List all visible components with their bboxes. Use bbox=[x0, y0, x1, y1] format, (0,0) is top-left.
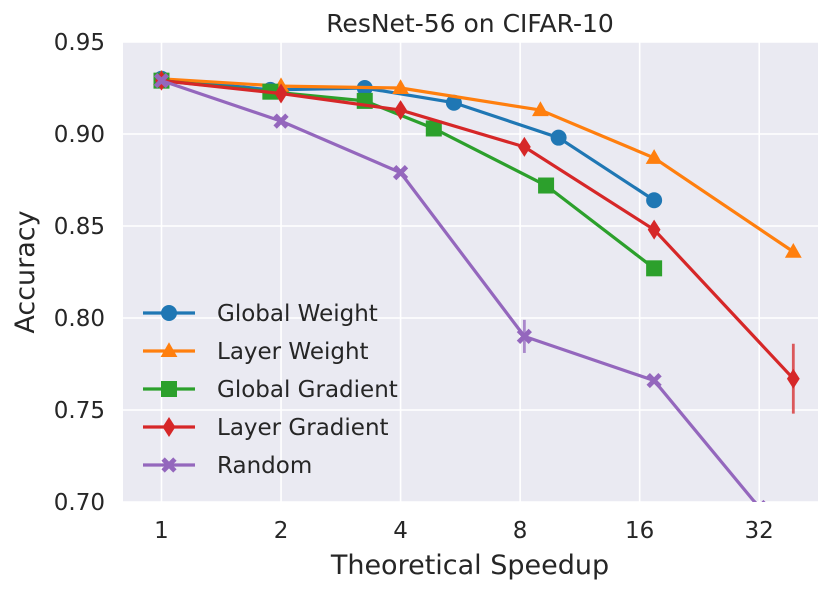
y-axis-title: Accuracy bbox=[10, 210, 41, 333]
global-weight-point bbox=[646, 192, 663, 209]
layer-weight-line bbox=[161, 77, 795, 254]
global-weight-line bbox=[161, 77, 656, 202]
layer-gradient-point bbox=[517, 136, 531, 157]
random-point bbox=[153, 73, 170, 89]
layer-weight-point bbox=[532, 101, 549, 117]
legend-label: Random bbox=[217, 453, 312, 479]
series-layer-weight bbox=[153, 70, 802, 258]
legend-item-global-gradient: Global Gradient bbox=[143, 377, 398, 403]
random-point bbox=[273, 113, 289, 129]
layer-weight-point bbox=[784, 242, 802, 258]
legend-marker bbox=[161, 381, 177, 397]
global-gradient-point bbox=[425, 120, 442, 137]
x-tick-label: 2 bbox=[274, 518, 289, 544]
layer-gradient-point bbox=[394, 100, 407, 121]
layer-gradient-point bbox=[786, 368, 800, 389]
layer-weight-point bbox=[645, 149, 663, 164]
legend-item-global-weight: Global Weight bbox=[143, 301, 378, 327]
legend-marker bbox=[161, 305, 177, 321]
layer-weight-point bbox=[392, 79, 409, 94]
legend-marker bbox=[162, 417, 176, 437]
series-random bbox=[153, 73, 766, 502]
y-tick-label: 0.85 bbox=[54, 214, 105, 240]
x-tick-label: 32 bbox=[745, 518, 774, 544]
legend-label: Global Gradient bbox=[217, 377, 398, 403]
random-point bbox=[392, 165, 409, 181]
series-layer-gradient bbox=[155, 70, 800, 414]
layer-gradient-point bbox=[274, 83, 288, 104]
legend-item-random: Random bbox=[143, 453, 312, 479]
x-tick-label: 1 bbox=[154, 518, 169, 544]
series-layer bbox=[153, 70, 802, 502]
legend-marker bbox=[160, 342, 178, 357]
x-axis-title: Theoretical Speedup bbox=[330, 550, 609, 581]
chart-title: ResNet-56 on CIFAR-10 bbox=[326, 9, 614, 38]
layer-gradient-line bbox=[161, 79, 795, 380]
y-tick-labels: 0.70 0.75 0.80 0.85 0.90 0.95 bbox=[54, 30, 105, 516]
global-weight-point bbox=[445, 94, 462, 111]
random-point bbox=[516, 328, 532, 344]
x-tick-labels: 1 2 4 8 16 32 bbox=[154, 518, 774, 544]
global-weight-point bbox=[550, 129, 567, 146]
global-gradient-point bbox=[538, 177, 555, 194]
y-tick-label: 0.80 bbox=[54, 306, 105, 332]
legend-label: Layer Weight bbox=[217, 339, 369, 365]
plot-area bbox=[123, 42, 818, 502]
x-tick-label: 4 bbox=[393, 518, 408, 544]
random-line bbox=[160, 79, 757, 502]
y-tick-label: 0.90 bbox=[54, 122, 105, 148]
legend-item-layer-weight: Layer Weight bbox=[143, 339, 369, 365]
legend-marker bbox=[161, 457, 177, 473]
y-tick-label: 0.70 bbox=[54, 490, 105, 516]
random-point bbox=[752, 499, 766, 502]
legend: Global Weight Layer Weight Global Gradient… bbox=[143, 301, 398, 479]
x-tick-label: 16 bbox=[625, 518, 654, 544]
legend-label: Layer Gradient bbox=[217, 415, 389, 441]
y-tick-label: 0.75 bbox=[54, 398, 105, 424]
legend-item-layer-gradient: Layer Gradient bbox=[143, 415, 389, 441]
random-point bbox=[646, 372, 662, 389]
x-tick-label: 8 bbox=[513, 518, 528, 544]
global-gradient-point bbox=[646, 260, 663, 277]
y-tick-label: 0.95 bbox=[54, 30, 105, 56]
layer-gradient-point bbox=[647, 219, 661, 240]
legend-label: Global Weight bbox=[217, 301, 378, 327]
